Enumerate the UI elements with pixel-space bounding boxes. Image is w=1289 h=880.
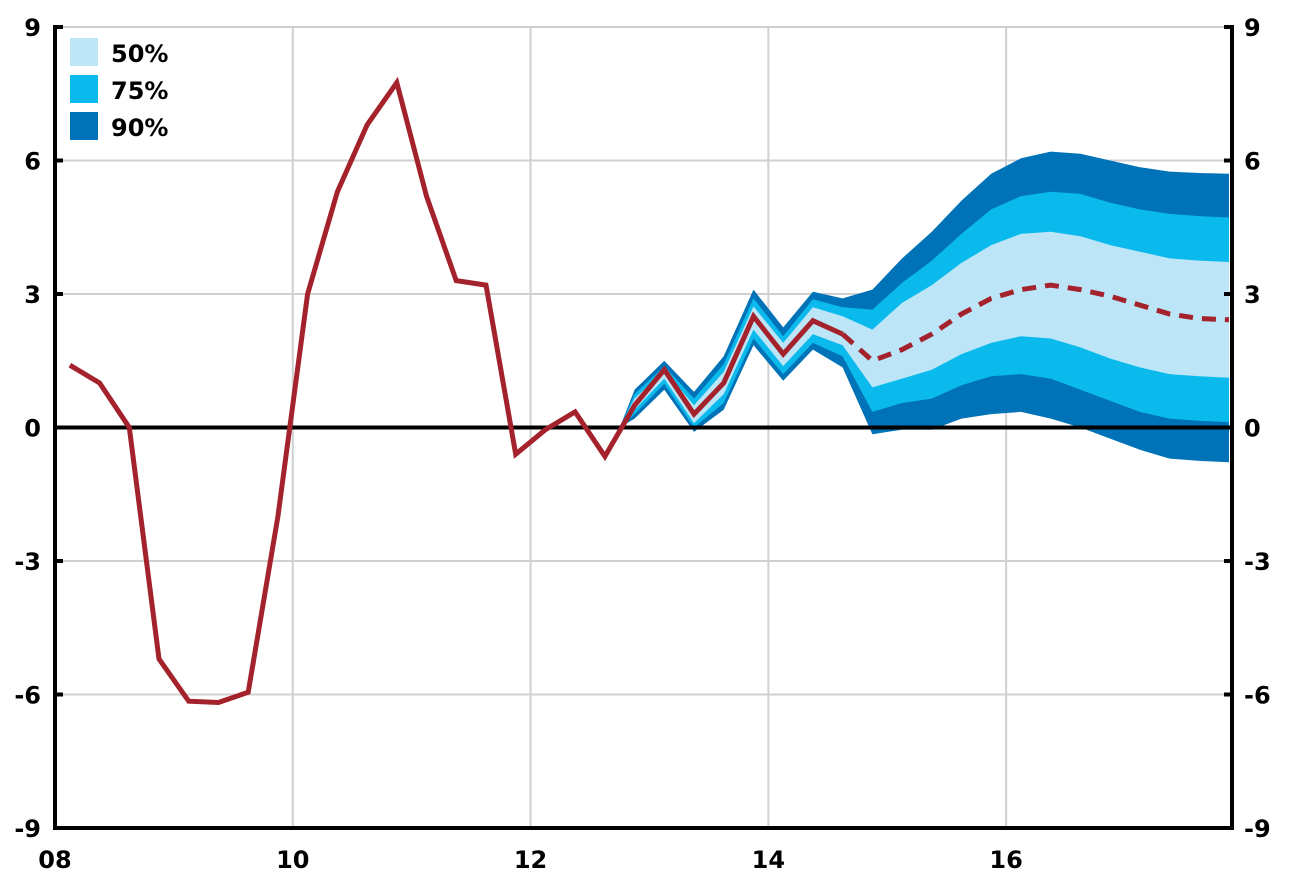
tick-labels: 9 9 6 6 3 3 0 0 -3 -3 -6 -6 -9 -9 08 10 12 14 16 [14, 14, 1270, 874]
x-tick-label: 16 [989, 846, 1022, 874]
y-tick-label-left: 6 [24, 148, 41, 176]
y-tick-label-right: -9 [1244, 815, 1271, 843]
legend-swatch [70, 75, 98, 103]
legend-swatch [70, 112, 98, 140]
y-tick-label-left: -9 [14, 815, 41, 843]
y-tick-label-right: 3 [1244, 281, 1261, 309]
y-tick-label-left: 3 [24, 281, 41, 309]
legend-label: 75% [111, 77, 168, 105]
legend: 50% 75% 90% [70, 38, 168, 142]
x-tick-label: 08 [38, 846, 71, 874]
legend-swatch [70, 38, 98, 66]
x-tick-label: 12 [514, 846, 547, 874]
y-tick-label-right: 0 [1244, 415, 1261, 443]
y-tick-label-right: 9 [1244, 14, 1261, 42]
y-tick-label-right: -6 [1244, 682, 1271, 710]
legend-label: 50% [111, 40, 168, 68]
x-tick-label: 10 [276, 846, 309, 874]
y-tick-label-right: 6 [1244, 148, 1261, 176]
y-tick-label-left: 9 [24, 14, 41, 42]
legend-label: 90% [111, 114, 168, 142]
projection-line [840, 282, 1230, 364]
x-tick-label: 14 [752, 846, 785, 874]
uncertainty-bands [619, 151, 1229, 463]
y-tick-label-left: -3 [14, 548, 41, 576]
y-tick-label-left: -6 [14, 682, 41, 710]
y-tick-label-right: -3 [1244, 548, 1271, 576]
actual-line [68, 76, 844, 706]
series-lines [68, 76, 1230, 706]
axes [53, 25, 1234, 830]
band-50 [619, 231, 1229, 428]
y-tick-label-left: 0 [24, 415, 41, 443]
